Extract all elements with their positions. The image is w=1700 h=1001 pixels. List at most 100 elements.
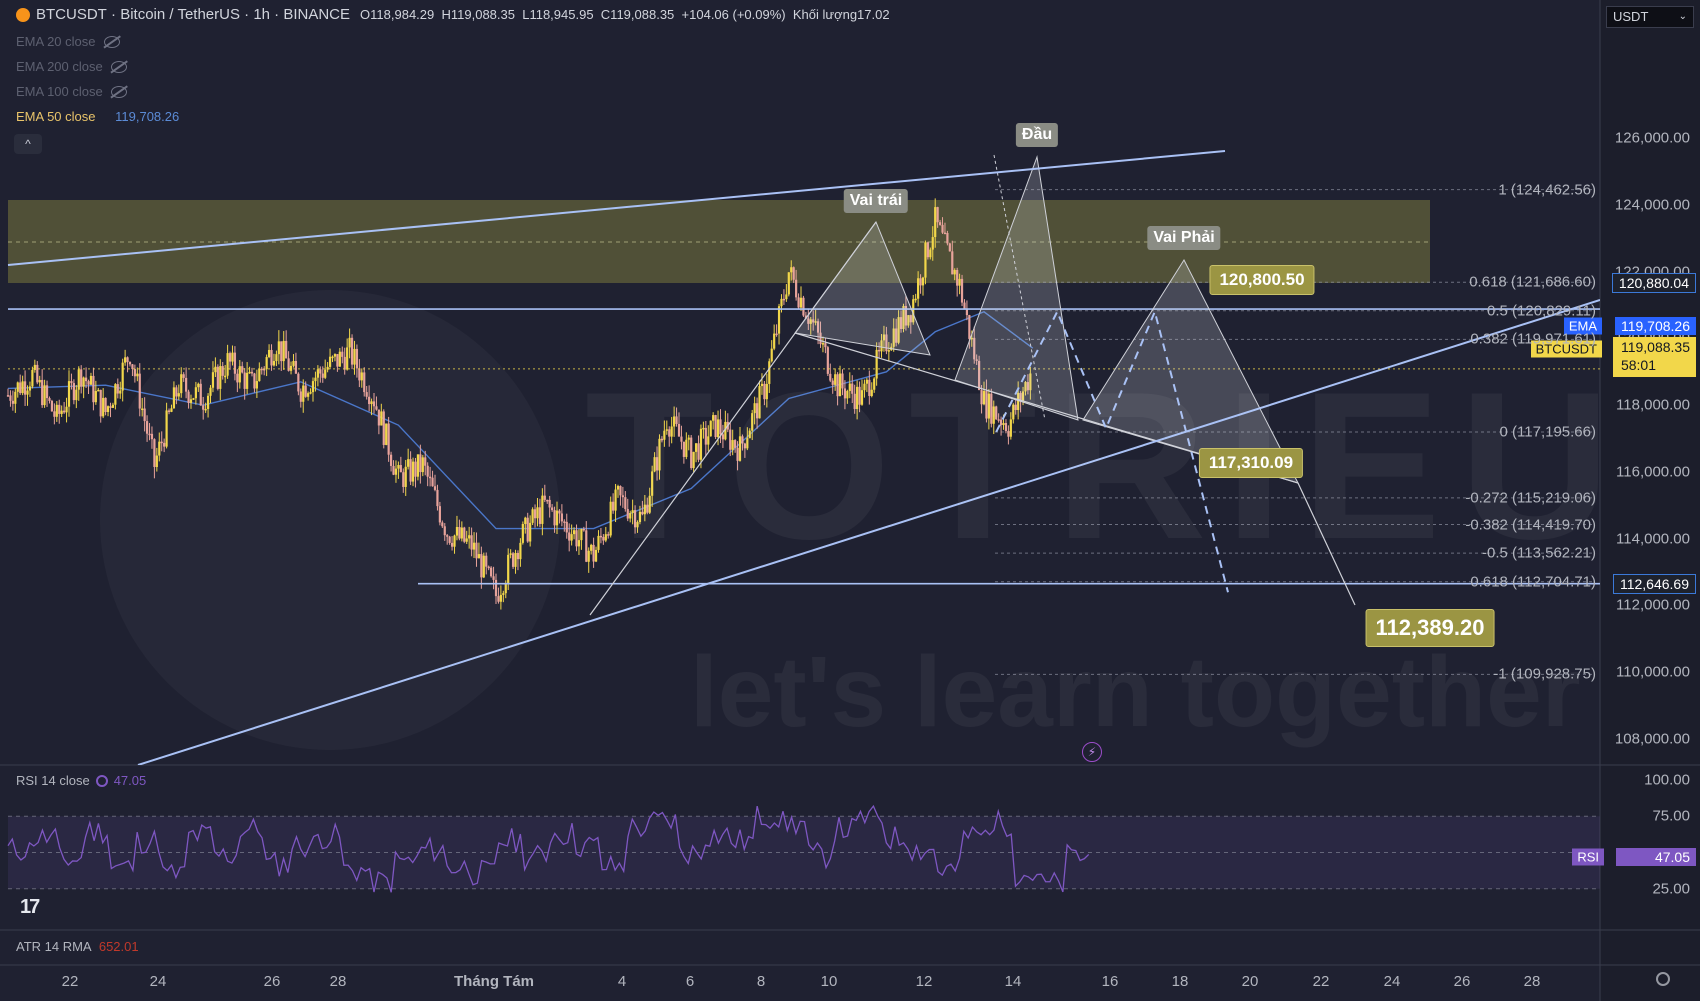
candle-down: [236, 373, 239, 383]
candle-down: [704, 427, 707, 445]
candle-up: [590, 544, 593, 551]
candle-up: [982, 391, 986, 405]
symbol[interactable]: BTCUSDT: [36, 6, 107, 23]
candle-up: [411, 461, 415, 482]
candle-up: [421, 457, 424, 473]
candle-up: [934, 207, 937, 238]
candle-down: [150, 433, 154, 440]
interval[interactable]: 1h: [253, 6, 270, 23]
candle-up: [838, 373, 842, 397]
candlesticks: [6, 198, 1032, 610]
candle-down: [807, 318, 810, 324]
candle-down: [968, 315, 971, 339]
candle-up: [106, 406, 110, 413]
candle-up: [1029, 373, 1032, 391]
currency-select[interactable]: USDT ⌄: [1606, 6, 1694, 28]
atr-legend[interactable]: ATR 14 RMA 652.01: [16, 939, 139, 954]
candle-up: [397, 465, 400, 469]
candle-down: [736, 447, 739, 461]
candle-up: [326, 366, 329, 370]
candle-up: [16, 382, 19, 392]
candle-down: [675, 416, 678, 424]
candle-down: [668, 429, 671, 437]
candle-down: [607, 534, 610, 536]
candle-up: [648, 495, 651, 513]
candle-up: [189, 399, 193, 403]
candle-down: [743, 443, 746, 449]
candle-up: [638, 511, 642, 523]
bitcoin-icon: [16, 7, 30, 22]
candle-down: [175, 387, 178, 397]
eye-off-icon[interactable]: [110, 60, 127, 73]
candle-down: [497, 596, 500, 602]
settings-icon[interactable]: [1656, 972, 1670, 986]
lightning-icon[interactable]: ⚡: [1082, 742, 1102, 762]
fib-label: -0.382 (114,419.70): [1465, 516, 1596, 534]
time-tick-label: 16: [1101, 973, 1119, 990]
price-tick-label: 118,000.00: [1616, 396, 1690, 414]
candle-down: [475, 542, 478, 559]
candle-up: [773, 333, 776, 349]
indicator-ema100[interactable]: EMA 100 close: [16, 84, 127, 99]
candle-down: [336, 354, 339, 367]
candle-down: [109, 406, 112, 408]
candle-down: [797, 297, 800, 308]
candle-down: [619, 486, 622, 496]
rsi-panel: [7, 804, 1600, 893]
candle-up: [231, 352, 234, 362]
candle-down: [895, 328, 898, 343]
candle-up: [821, 343, 825, 345]
candle-up: [1009, 419, 1012, 437]
candle-up: [97, 389, 100, 392]
candle-up: [907, 315, 910, 326]
candle-down: [626, 509, 629, 519]
candle-down: [6, 395, 10, 397]
candle-up: [577, 540, 581, 547]
chevron-down-icon: ⌄: [1678, 11, 1687, 22]
rsi-settings-icon[interactable]: [95, 774, 108, 787]
candle-up: [258, 368, 261, 382]
candle-down: [372, 401, 376, 407]
candle-up: [67, 381, 71, 407]
eye-off-icon[interactable]: [103, 35, 120, 48]
candle-up: [541, 495, 544, 524]
eye-off-icon[interactable]: [110, 85, 127, 98]
candle-up: [651, 471, 654, 496]
candle-up: [770, 348, 773, 362]
candle-up: [1002, 423, 1005, 426]
candle-down: [824, 343, 827, 348]
candle-down: [831, 380, 834, 385]
rsi-legend[interactable]: RSI 14 close 47.05: [16, 773, 147, 788]
candle-up: [614, 489, 617, 511]
fibonacci-levels[interactable]: [995, 189, 1595, 675]
candle-up: [89, 375, 93, 385]
candle-down: [160, 441, 163, 444]
candle-down: [19, 382, 22, 394]
candle-up: [346, 347, 349, 370]
indicator-ema50[interactable]: EMA 50 close 119,708.26: [16, 109, 180, 124]
candle-up: [124, 357, 127, 363]
time-tick-label: 14: [1004, 973, 1022, 990]
candle-down: [548, 499, 551, 508]
candle-up: [60, 410, 63, 414]
candle-down: [795, 279, 798, 298]
candle-up: [929, 249, 932, 258]
candle-down: [729, 429, 732, 450]
candle-up: [873, 378, 876, 390]
indicator-ema200[interactable]: EMA 200 close: [16, 59, 127, 74]
indicator-ema20[interactable]: EMA 20 close: [16, 34, 120, 49]
candle-down: [763, 383, 766, 400]
candle-up: [992, 406, 995, 424]
candle-up: [55, 404, 58, 417]
candle-up: [82, 377, 85, 387]
candle-up: [331, 356, 334, 359]
candle-up: [275, 354, 278, 362]
candle-up: [170, 408, 173, 412]
candle-up: [777, 306, 781, 334]
candle-up: [267, 349, 271, 358]
candle-up: [834, 374, 837, 385]
candle-up: [536, 507, 539, 519]
candle-down: [960, 278, 964, 303]
exchange: BINANCE: [283, 6, 351, 23]
chevron-up-icon[interactable]: ^: [14, 134, 42, 154]
